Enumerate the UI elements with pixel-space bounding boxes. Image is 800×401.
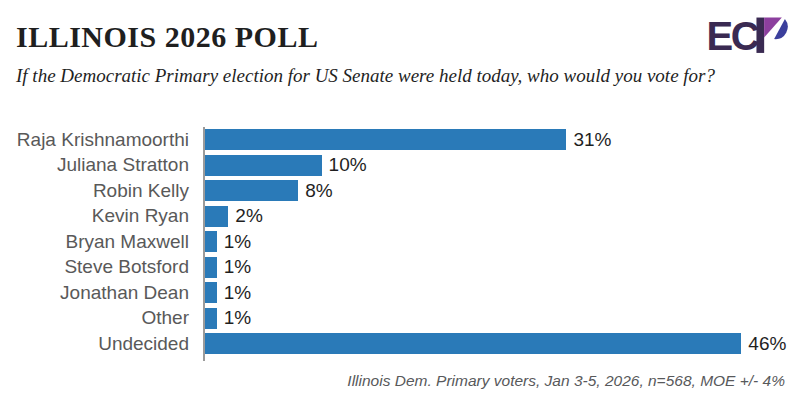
chart-row: Robin Kelly 8% (0, 178, 800, 204)
ecp-logo: EC (708, 12, 788, 60)
page-title: ILLINOIS 2026 POLL (16, 20, 318, 54)
value-label: 1% (224, 282, 251, 304)
chart-row: Jonathan Dean 1% (0, 280, 800, 306)
category-label: Kevin Ryan (0, 205, 205, 227)
bar (205, 180, 298, 201)
bar (205, 231, 217, 252)
chart-row: Steve Botsford 1% (0, 255, 800, 281)
logo-text: EC (708, 14, 759, 58)
poll-graphic: ILLINOIS 2026 POLL EC If the Democratic … (0, 0, 800, 401)
bar (205, 206, 228, 227)
category-label: Raja Krishnamoorthi (0, 129, 205, 151)
value-label: 10% (329, 154, 367, 176)
chart-row: Other 1% (0, 306, 800, 332)
value-label: 31% (573, 129, 611, 151)
category-label: Undecided (0, 333, 205, 355)
bar (205, 155, 322, 176)
y-axis-line (203, 127, 205, 361)
chart-rows: Raja Krishnamoorthi 31% Juliana Stratton 10… (0, 127, 800, 357)
bar (205, 333, 741, 354)
value-label: 1% (224, 307, 251, 329)
chart-row: Raja Krishnamoorthi 31% (0, 127, 800, 153)
value-label: 46% (748, 333, 786, 355)
chart-row: Kevin Ryan 2% (0, 204, 800, 230)
poll-question: If the Democratic Primary election for U… (16, 64, 764, 89)
value-label: 1% (224, 256, 251, 278)
category-label: Juliana Stratton (0, 154, 205, 176)
value-label: 8% (305, 180, 332, 202)
category-label: Steve Botsford (0, 256, 205, 278)
bar (205, 282, 217, 303)
chart-row: Juliana Stratton 10% (0, 153, 800, 179)
category-label: Other (0, 307, 205, 329)
category-label: Jonathan Dean (0, 282, 205, 304)
bar (205, 129, 566, 150)
category-label: Robin Kelly (0, 180, 205, 202)
source-note: Illinois Dem. Primary voters, Jan 3-5, 2… (347, 372, 785, 390)
value-label: 1% (224, 231, 251, 253)
chart-row: Undecided 46% (0, 331, 800, 357)
bar (205, 308, 217, 329)
bar-chart: Raja Krishnamoorthi 31% Juliana Stratton 10… (0, 127, 800, 357)
logo-p-glyph (756, 18, 787, 53)
chart-row: Bryan Maxwell 1% (0, 229, 800, 255)
category-label: Bryan Maxwell (0, 231, 205, 253)
value-label: 2% (235, 205, 262, 227)
bar (205, 257, 217, 278)
